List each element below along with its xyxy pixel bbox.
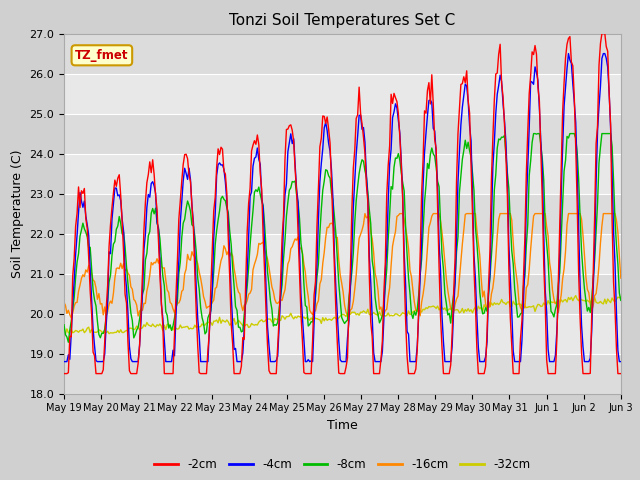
Bar xyxy=(64,193,621,234)
Bar xyxy=(64,274,621,313)
Legend: -2cm, -4cm, -8cm, -16cm, -32cm: -2cm, -4cm, -8cm, -16cm, -32cm xyxy=(150,454,535,476)
Bar xyxy=(64,114,621,154)
Bar xyxy=(64,34,621,73)
Y-axis label: Soil Temperature (C): Soil Temperature (C) xyxy=(11,149,24,278)
Bar xyxy=(64,354,621,394)
Bar xyxy=(64,154,621,193)
Bar xyxy=(64,73,621,114)
Bar xyxy=(64,313,621,354)
X-axis label: Time: Time xyxy=(327,419,358,432)
Title: Tonzi Soil Temperatures Set C: Tonzi Soil Temperatures Set C xyxy=(229,13,456,28)
Bar xyxy=(64,234,621,274)
Text: TZ_fmet: TZ_fmet xyxy=(75,49,129,62)
